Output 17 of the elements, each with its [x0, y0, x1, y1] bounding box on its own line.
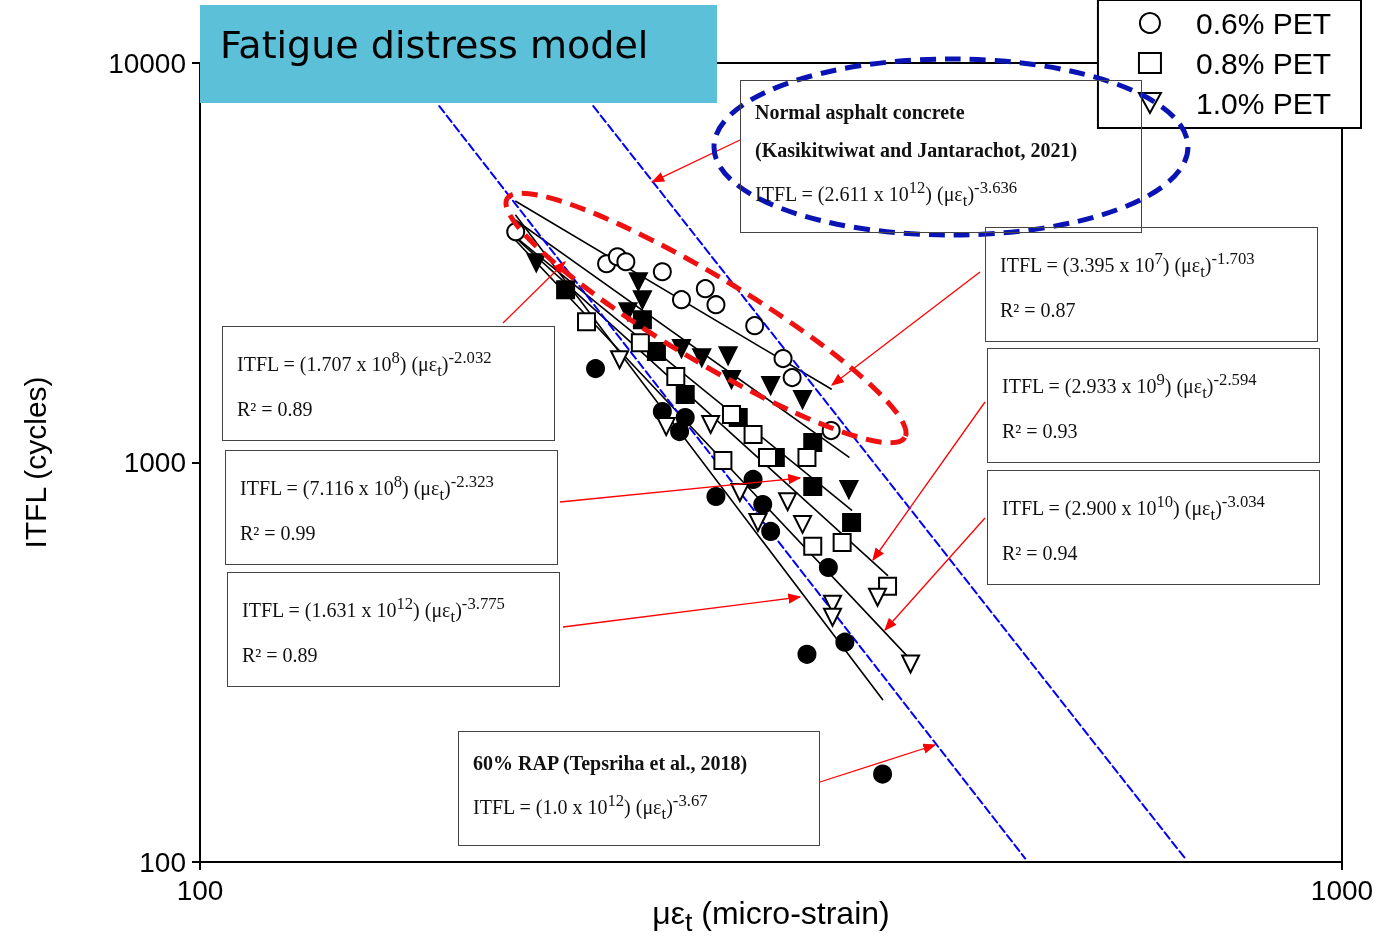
y-tick-label: 100 [139, 846, 186, 878]
y-tick-label: 1000 [123, 447, 186, 478]
text: ITFL = (3.395 x 10$^{7}$) (με$_{t}$)$^{-1.703}$ R² = 0.87 [1000, 249, 1255, 321]
annotation: Normal asphalt concrete (Kasikitwiwat and Jantarachot, 2021) ITFL = (2.611 x 10$^{12}$) (με$_{t}$)$^{-3.636}$ [740, 80, 1142, 233]
text: ITFL = (7.116 x 10$^{8}$) (με$_{t}$)$^{-2.323}$ R² = 0.99 [240, 472, 494, 544]
annotation: 60% RAP (Tepsriha et al., 2018) ITFL = (1.0 x 10$^{12}$) (με$_{t}$)$^{-3.67}$ [458, 731, 820, 846]
legend-label: 0.8% PET [1195, 46, 1331, 80]
legend-label: 1.0% PET [1195, 86, 1331, 120]
text: ITFL = (2.933 x 10$^{9}$) (με$_{t}$)$^{-2.594}$ R² = 0.93 [1002, 370, 1257, 442]
text: ITFL = (2.900 x 10$^{10}$) (με$_{t}$)$^{-3.034}$ R² = 0.94 [1002, 492, 1265, 564]
text: ITFL = (1.631 x 10$^{12}$) (με$_{t}$)$^{-3.775}$ R² = 0.89 [242, 594, 505, 666]
legend-label: 0.6% PET [1195, 6, 1331, 40]
text: ITFL = (1.707 x 10$^{8}$) (με$_{t}$)$^{-2.032}$ R² = 0.89 [237, 348, 492, 420]
x-axis-title: με$_{t}$ (micro-strain) [652, 895, 890, 938]
chart-title: Fatigue distress model [200, 5, 717, 103]
y-axis-title: ITFL (cycles) [18, 376, 52, 549]
y-tick-label: 10000 [108, 47, 186, 79]
